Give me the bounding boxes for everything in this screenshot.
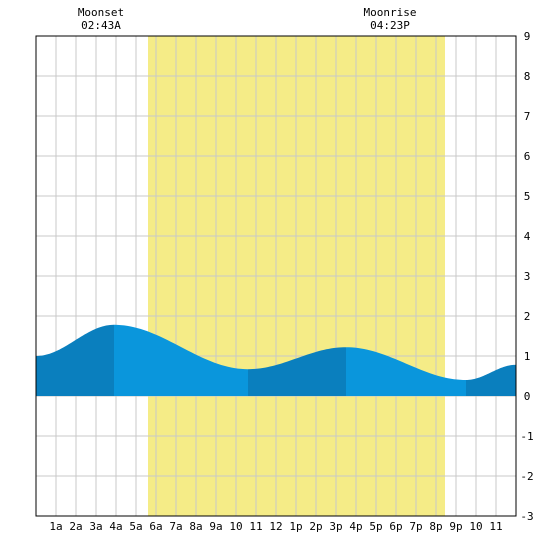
y-tick-label: 7 (524, 110, 531, 123)
tide-rising-area (36, 324, 114, 396)
moon-event-time: 02:43A (81, 19, 121, 32)
moon-event-label: Moonset (78, 6, 124, 19)
y-tick-labels: -3 -2 -1 0 1 2 3 4 5 6 7 8 9 (520, 30, 533, 523)
y-tick-label: -1 (520, 430, 533, 443)
x-tick-label: 10 (469, 520, 482, 533)
x-tick-label: 11 (489, 520, 502, 533)
x-tick-label: 8p (429, 520, 442, 533)
moon-event-label: Moonrise (364, 6, 417, 19)
x-tick-label: 3p (329, 520, 342, 533)
y-tick-label: 5 (524, 190, 531, 203)
x-tick-label: 7a (169, 520, 182, 533)
x-tick-label: 9a (209, 520, 222, 533)
y-tick-label: 8 (524, 70, 531, 83)
y-tick-label: 2 (524, 310, 531, 323)
y-tick-label: 1 (524, 350, 531, 363)
y-tick-label: 3 (524, 270, 531, 283)
tide-rising-area (466, 364, 516, 396)
x-tick-label: 11 (249, 520, 262, 533)
tide-area (36, 324, 516, 396)
y-tick-label: 0 (524, 390, 531, 403)
x-tick-label: 12 (269, 520, 282, 533)
moon-event-time: 04:23P (370, 19, 410, 32)
x-tick-label: 3a (89, 520, 102, 533)
y-tick-label: -3 (520, 510, 533, 523)
x-tick-label: 2a (69, 520, 82, 533)
x-tick-label: 10 (229, 520, 242, 533)
x-tick-label: 5a (129, 520, 142, 533)
tide-rising-area (248, 347, 346, 396)
y-tick-label: 9 (524, 30, 531, 43)
x-tick-label: 1a (49, 520, 62, 533)
grid-lines (36, 36, 516, 516)
x-tick-label: 4p (349, 520, 362, 533)
x-tick-label: 4a (109, 520, 122, 533)
y-tick-label: 4 (524, 230, 531, 243)
tide-falling-area (346, 347, 466, 396)
x-tick-label: 1p (289, 520, 302, 533)
tide-falling-area (114, 324, 248, 396)
x-tick-label: 9p (449, 520, 462, 533)
x-tick-labels: 1a 2a 3a 4a 5a 6a 7a 8a 9a 10 11 12 1p 2p 3p 4p 5p 6p 7p 8p… (49, 520, 502, 533)
x-tick-label: 5p (369, 520, 382, 533)
x-tick-label: 6p (389, 520, 402, 533)
plot-frame (35, 35, 517, 517)
x-tick-label: 6a (149, 520, 162, 533)
x-tick-label: 8a (189, 520, 202, 533)
y-tick-label: 6 (524, 150, 531, 163)
x-tick-label: 7p (409, 520, 422, 533)
y-tick-label: -2 (520, 470, 533, 483)
x-tick-label: 2p (309, 520, 322, 533)
